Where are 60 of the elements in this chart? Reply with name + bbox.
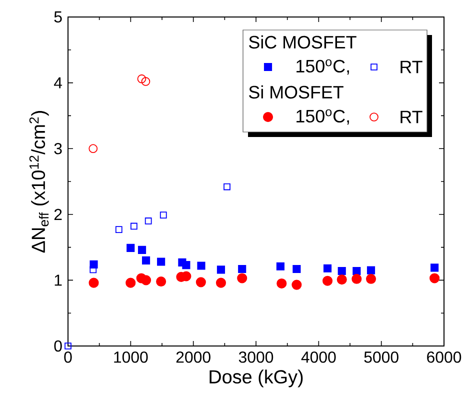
y-tick-label: 4 [54, 77, 62, 88]
annotation: Si MOSFET [249, 85, 344, 99]
point [276, 262, 284, 270]
y-tick-label: 3 [54, 142, 62, 154]
y-tick-label: 0 [54, 340, 62, 352]
x-tick-label: 2000 [176, 352, 210, 363]
point [88, 278, 99, 288]
point [90, 266, 97, 274]
point [292, 264, 301, 274]
y-tick-label: 2 [54, 208, 62, 220]
annotation: SiC MOSFET [249, 35, 356, 49]
point [138, 246, 146, 254]
x-axis-title: Dose (kGy) [210, 370, 303, 388]
legend-label: 150$^{o}$C, [296, 109, 349, 125]
point [430, 264, 439, 272]
point [141, 77, 150, 86]
point [64, 342, 72, 350]
point [366, 274, 376, 284]
y-tick-label: 5 [54, 11, 62, 23]
point [157, 258, 166, 266]
point [216, 278, 226, 288]
point [197, 262, 206, 270]
x-tick-label: 0 [64, 352, 72, 363]
point [323, 264, 332, 272]
point [292, 280, 302, 290]
point [276, 278, 287, 289]
point [126, 278, 136, 288]
point [216, 266, 226, 274]
point [130, 222, 138, 230]
legend-label: RT [400, 60, 422, 74]
point [238, 264, 246, 274]
legend-label: 150$^{o}$C, [296, 59, 349, 75]
point [88, 144, 98, 154]
point [126, 244, 135, 252]
x-tick-label: 4000 [301, 352, 336, 363]
point [140, 275, 152, 286]
y-tick-label: 1 [54, 274, 62, 286]
point [182, 261, 190, 270]
y-axis-title: ΔN$_{eff}$ (x10$^{12}$/cm$^{2}$) [29, 111, 49, 253]
point [142, 256, 150, 264]
point [352, 266, 361, 276]
point [144, 218, 152, 224]
point [352, 274, 362, 284]
x-tick-label: 5000 [364, 352, 398, 363]
x-tick-label: 6000 [427, 352, 462, 363]
point [196, 277, 206, 288]
x-tick-label: 1000 [114, 352, 148, 363]
point [160, 212, 167, 218]
point [336, 274, 347, 285]
point [366, 266, 376, 274]
point [137, 74, 146, 84]
x-tick-label: 3000 [238, 352, 274, 363]
point [430, 273, 440, 284]
legend-label: RT [400, 110, 422, 124]
point [156, 276, 166, 287]
point [338, 266, 346, 276]
point [237, 273, 248, 284]
point [224, 183, 230, 190]
point [115, 226, 122, 233]
point [322, 276, 333, 286]
